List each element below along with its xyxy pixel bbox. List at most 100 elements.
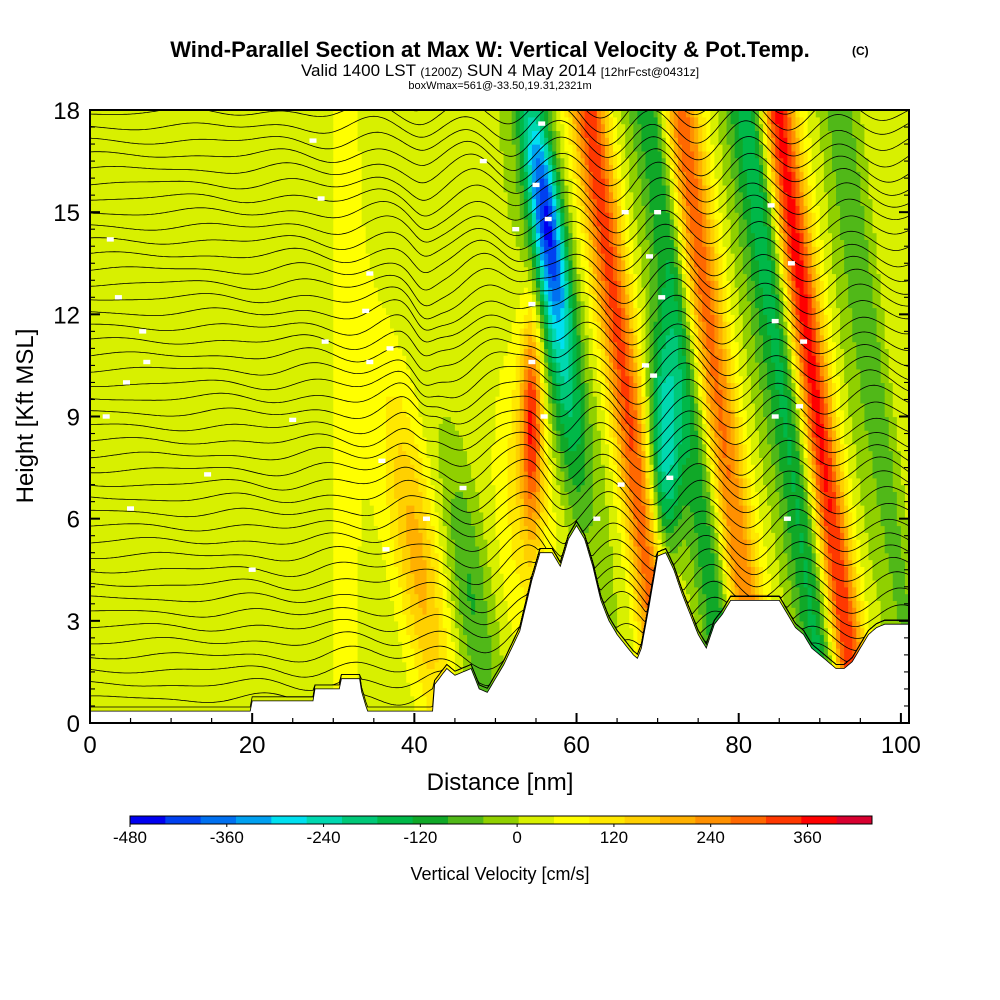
colorbar-tick-label: 240 (697, 828, 725, 847)
x-tick-label: 40 (401, 732, 428, 759)
subtitle-forecast: [12hrFcst@0431z] (601, 65, 699, 79)
colorbar-swatch (730, 816, 767, 824)
colorbar-swatch (660, 816, 696, 824)
isentrope-label (366, 359, 374, 365)
isentrope-label (114, 295, 122, 300)
colorbar-swatch (412, 816, 449, 824)
colorbar-swatch (448, 816, 484, 824)
isentrope-label (382, 547, 390, 552)
x-tick-label: 0 (83, 732, 96, 759)
y-tick-label: 15 (53, 200, 80, 227)
y-tick-label: 12 (53, 302, 80, 329)
isentrope-label-layer (102, 121, 808, 572)
colorbar-swatch (377, 816, 414, 824)
isentrope-line (90, 291, 909, 334)
isentrope-line (90, 261, 909, 307)
colorbar-swatch (589, 816, 626, 824)
colorbar-tick-label: -240 (307, 828, 341, 847)
isentrope-line (90, 248, 909, 291)
isentrope-line (90, 277, 909, 320)
x-tick-label: 20 (239, 732, 266, 759)
colorbar-swatch (836, 816, 873, 824)
colorbar-swatch (200, 816, 237, 824)
isentrope-label (362, 308, 370, 314)
isentrope-label (106, 237, 114, 242)
chart-subtitle: Valid 1400 LST (1200Z) SUN 4 May 2014 [1… (301, 61, 699, 80)
y-axis: 0 3 6 9 12 15 18 (53, 98, 909, 738)
isentrope-label (544, 216, 552, 222)
y-tick-label: 18 (53, 98, 80, 125)
isentrope-label (123, 380, 130, 385)
isentrope-label (386, 346, 394, 351)
isentrope-label (127, 506, 134, 511)
isentrope-label (321, 339, 329, 344)
isentrope-label (642, 363, 649, 368)
isentrope-line (90, 347, 909, 390)
isentrope-label (532, 182, 540, 188)
isentrope-line (90, 431, 909, 476)
isentrope-line (90, 136, 909, 177)
x-tick-label: 60 (563, 732, 590, 759)
isentrope-line (90, 420, 909, 462)
isentrope-line (90, 504, 909, 546)
x-axis-label: Distance [nm] (427, 769, 574, 796)
isentrope-label (366, 271, 374, 276)
isentrope-label (378, 458, 386, 463)
terrain (90, 524, 909, 723)
colorbar-swatch (695, 816, 732, 824)
isentrope-label (139, 329, 147, 334)
colorbar-tick-label: -360 (210, 828, 244, 847)
subtitle-zulu: (1200Z) (420, 65, 462, 79)
chart-subtitle-2: boxWmax=561@-33.50,19.31,2321m (408, 80, 591, 92)
isentrope-label (658, 295, 666, 300)
isentrope-line (90, 520, 909, 588)
colorbar-swatch (271, 816, 308, 824)
isentrope-line (90, 205, 909, 246)
isentrope-line (90, 444, 909, 489)
isentrope-label (528, 301, 536, 307)
isentrope-line (90, 520, 909, 575)
isentrope-line (90, 220, 909, 261)
colorbar-swatch (130, 816, 166, 824)
isentrope-label (538, 121, 546, 126)
subtitle-date: SUN 4 May 2014 (467, 61, 596, 80)
colorbar-swatch (306, 816, 343, 824)
isentrope-label (654, 210, 662, 215)
isentrope-label (309, 138, 317, 143)
isentrope-label (540, 414, 548, 419)
colorbar-swatch (801, 816, 838, 824)
isentrope-label (800, 339, 808, 344)
colorbar-tick-label: 120 (600, 828, 628, 847)
colorbar (129, 815, 873, 825)
colorbar-tick-label: 0 (512, 828, 521, 847)
isentrope-line (90, 517, 909, 562)
isentrope-label (787, 261, 795, 266)
isentrope-label (423, 516, 430, 521)
y-axis-label: Height [Kft MSL] (12, 329, 39, 504)
isentrope-label (650, 373, 658, 378)
isentrope-line (90, 362, 909, 405)
subtitle-valid: Valid 1400 LST (301, 61, 416, 80)
isentrope-label (796, 404, 803, 409)
isentrope-line (90, 110, 909, 146)
isentrope-line (90, 177, 909, 220)
isentrope-line (90, 148, 909, 191)
isentrope-line (90, 235, 909, 277)
colorbar-swatch (483, 816, 520, 824)
chart-title: Wind-Parallel Section at Max W: Vertical… (170, 37, 810, 62)
colorbar-swatch (624, 816, 661, 824)
isentrope-label (617, 482, 625, 487)
isentrope-line (90, 120, 909, 161)
colorbar-swatch (342, 816, 378, 824)
colorbar-tick-label: -120 (403, 828, 437, 847)
y-tick-label: 9 (67, 405, 80, 432)
colorbar-tick-label: 360 (793, 828, 821, 847)
isentrope-label (248, 567, 256, 572)
isentrope-label (102, 414, 110, 419)
colorbar-swatch (518, 816, 555, 824)
isentrope-label (459, 485, 467, 491)
isentrope-line (90, 491, 909, 533)
isentrope-label (528, 359, 536, 365)
colorbar-swatch (554, 816, 590, 824)
